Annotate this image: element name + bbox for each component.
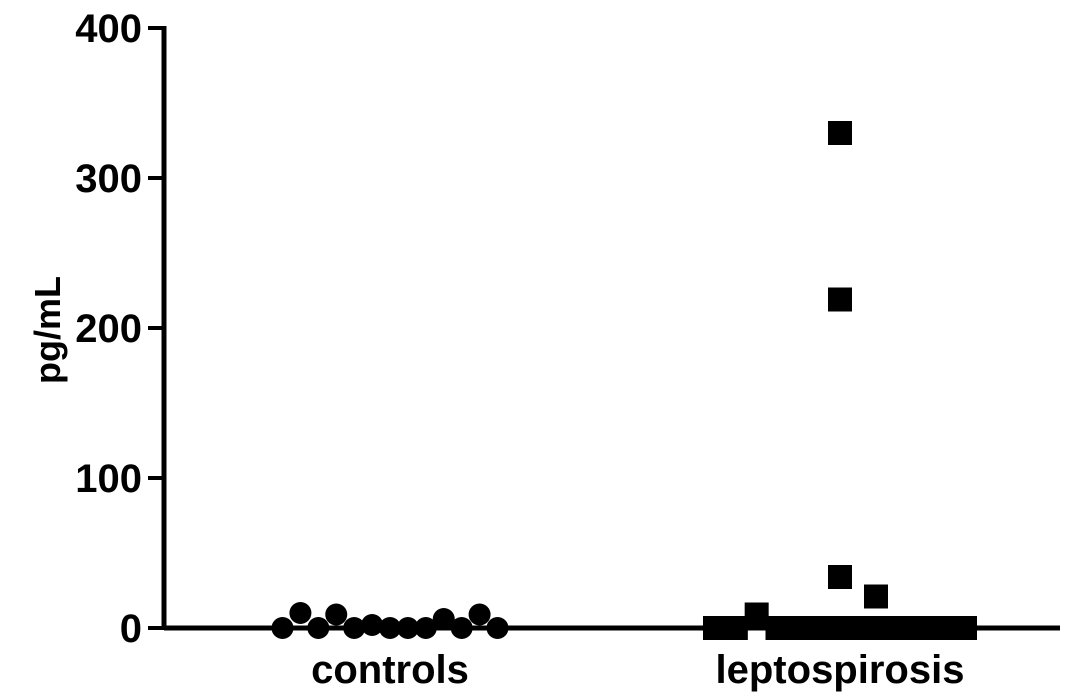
data-point-controls bbox=[396, 617, 419, 639]
y-tick-label: 200 bbox=[75, 307, 142, 351]
data-point-leptospirosis bbox=[864, 584, 888, 609]
data-point-leptospirosis bbox=[828, 565, 852, 589]
data-point-leptospirosis bbox=[890, 616, 915, 640]
data-point-controls bbox=[432, 608, 455, 630]
axes bbox=[161, 26, 1060, 631]
data-point-leptospirosis bbox=[932, 616, 957, 640]
y-axis-title: pg/mL bbox=[27, 276, 68, 384]
y-tick-label: 400 bbox=[75, 7, 142, 51]
data-point-controls bbox=[468, 603, 491, 626]
data-point-leptospirosis bbox=[786, 616, 811, 640]
data-point-leptospirosis bbox=[723, 616, 748, 640]
data-point-controls bbox=[271, 617, 294, 639]
data-point-controls bbox=[414, 617, 437, 639]
x-category-label-controls: controls bbox=[311, 648, 469, 692]
y-tick-label: 0 bbox=[120, 607, 142, 651]
data-point-controls bbox=[486, 617, 509, 639]
data-point-leptospirosis bbox=[848, 616, 873, 640]
data-point-controls bbox=[343, 617, 366, 639]
data-point-leptospirosis bbox=[828, 287, 852, 312]
y-ticks: 0 100 200 300 400 bbox=[75, 7, 164, 651]
data-point-leptospirosis bbox=[828, 121, 852, 145]
data-point-leptospirosis bbox=[911, 616, 936, 640]
data-point-controls bbox=[289, 602, 312, 624]
category-labels: controls leptospirosis bbox=[311, 648, 964, 692]
data-point-leptospirosis bbox=[744, 602, 769, 627]
y-tick-label: 100 bbox=[75, 457, 142, 501]
data-point-leptospirosis bbox=[953, 616, 977, 640]
data-point-leptospirosis bbox=[828, 616, 852, 640]
data-point-controls bbox=[379, 617, 401, 639]
data-point-leptospirosis bbox=[765, 616, 790, 640]
data-points bbox=[271, 121, 977, 640]
data-point-controls bbox=[450, 617, 473, 639]
data-point-controls bbox=[361, 614, 384, 636]
x-category-label-leptospirosis: leptospirosis bbox=[716, 648, 965, 692]
y-tick-label: 300 bbox=[75, 157, 142, 201]
data-point-leptospirosis bbox=[807, 616, 832, 640]
data-point-leptospirosis bbox=[703, 616, 727, 640]
data-point-leptospirosis bbox=[869, 616, 894, 640]
data-point-controls bbox=[307, 617, 330, 639]
data-point-controls bbox=[325, 603, 348, 626]
